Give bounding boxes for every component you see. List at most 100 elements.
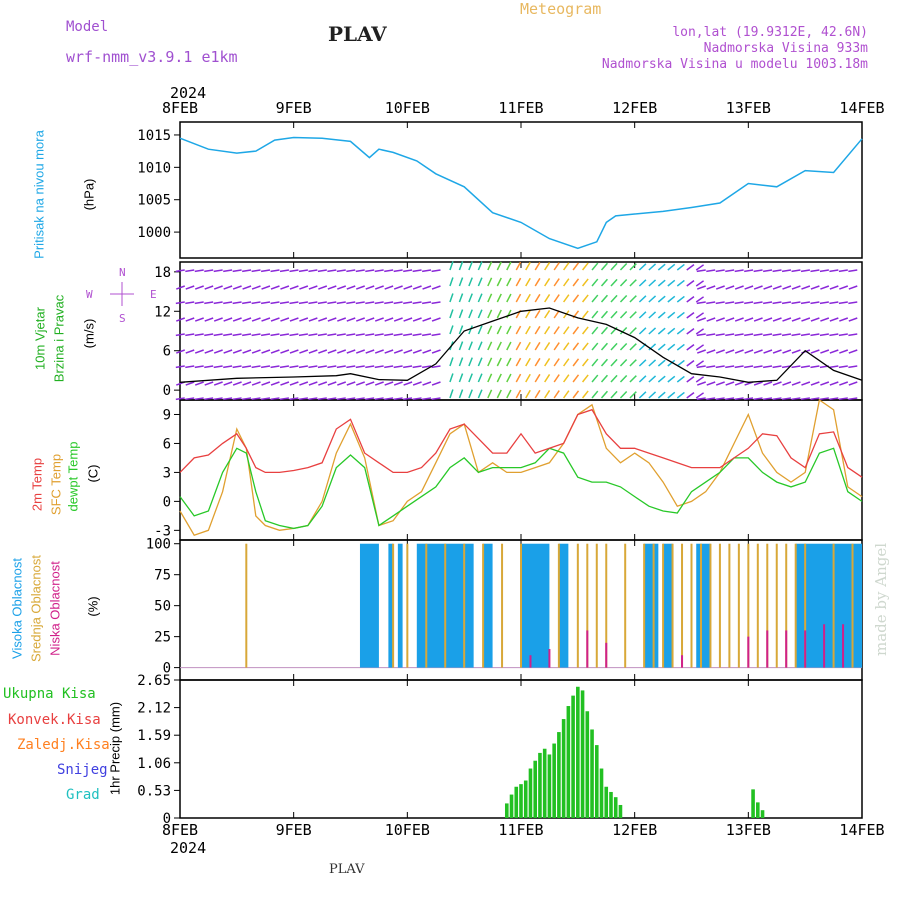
wind-barb: [753, 349, 763, 354]
cloud-high-bar: [397, 543, 403, 668]
wind-barb: [289, 285, 299, 290]
wind-barb: [791, 269, 801, 273]
wind-barb: [194, 365, 204, 369]
wind-barb: [544, 358, 551, 367]
wind-barb: [648, 327, 657, 335]
precip-bar: [557, 732, 561, 818]
cloud-mid-bar: [520, 543, 522, 668]
wind-barb: [261, 285, 271, 290]
wind-barb: [280, 349, 290, 354]
wind-barb: [581, 358, 589, 367]
wind-barb: [657, 311, 666, 319]
wind-barb: [810, 381, 820, 386]
cloud-low-bar: [529, 655, 532, 668]
wind-barb: [270, 285, 280, 290]
wind-barb: [848, 349, 858, 354]
wind-barb: [715, 285, 725, 290]
wind-barb: [544, 278, 551, 287]
wind-barb: [487, 325, 493, 335]
wind-barb: [563, 294, 570, 303]
wind-barb: [829, 365, 839, 369]
wind-barb: [686, 376, 695, 383]
wind-barb: [496, 357, 502, 367]
wind-barb: [572, 358, 580, 367]
wind-barb: [667, 343, 676, 351]
wind-barb: [232, 301, 242, 305]
cloud-low-bar: [766, 630, 769, 668]
wind-barb: [753, 301, 763, 305]
cloud-mid-bar: [662, 543, 665, 668]
wind-barb: [753, 317, 763, 322]
wind-barb: [696, 333, 706, 337]
wind-barb: [734, 365, 744, 369]
wind-barb: [772, 381, 782, 386]
wind-barb: [553, 358, 560, 367]
wind-barb: [496, 309, 502, 319]
wind-barb: [638, 295, 647, 303]
wind-barb: [772, 285, 782, 290]
wind-barb: [175, 333, 185, 337]
wind-barb: [223, 301, 233, 305]
wind-barb: [506, 373, 512, 383]
precip-bar: [533, 760, 538, 818]
wind-barb: [176, 349, 185, 354]
x-tick-label-top: 10FEB: [385, 99, 430, 117]
wind-barb: [525, 389, 531, 399]
wind-barb: [696, 301, 706, 305]
wind-barb: [412, 301, 422, 305]
wind-barb: [327, 333, 337, 337]
wind-barb: [525, 325, 531, 335]
wind-barb: [525, 373, 531, 383]
wind-barb: [725, 333, 735, 337]
wind-barb: [744, 349, 754, 354]
wind-barb: [374, 365, 384, 369]
wind-barb: [185, 365, 195, 369]
wind-barb: [667, 391, 676, 399]
precip-bar: [590, 729, 594, 818]
wind-barb: [251, 317, 261, 322]
wind-barb: [289, 269, 299, 273]
wind-barb: [365, 269, 375, 273]
cloud-mid-bar: [681, 543, 684, 668]
wind-barb: [734, 333, 744, 337]
cloud-mid-bar: [605, 543, 608, 668]
wind-barb: [223, 317, 233, 322]
wind-barb: [553, 262, 560, 271]
wind-barb: [534, 261, 541, 271]
wind-barb: [572, 374, 580, 383]
wind-barb: [667, 279, 676, 287]
wind-barb: [534, 309, 541, 319]
year-label-bottom: 2024: [170, 839, 206, 857]
wind-barb: [810, 317, 820, 322]
wind-barb: [725, 301, 735, 305]
wind-barb: [299, 285, 309, 290]
wind-barb: [638, 327, 647, 335]
wind-barb: [422, 365, 432, 369]
wind-barb: [318, 317, 328, 322]
wind-barb: [298, 301, 308, 305]
wind-barb: [327, 285, 337, 290]
wind-barb: [468, 277, 473, 287]
wind-barb: [686, 296, 695, 303]
wind-barb: [657, 263, 666, 271]
wind-barb: [468, 293, 473, 303]
wind-barb: [223, 269, 233, 273]
wind-barb: [355, 333, 365, 337]
wind-barb: [544, 294, 551, 303]
cloud-high-bar: [521, 543, 550, 668]
wind-barb: [810, 301, 820, 305]
wind-barb: [591, 358, 599, 367]
wind-barb: [468, 357, 473, 367]
wind-barb: [591, 374, 599, 383]
wind-barb: [213, 285, 223, 290]
wind-barb: [194, 349, 204, 354]
wind-barb: [346, 349, 356, 354]
wind-barb: [477, 325, 483, 335]
wind-barb: [772, 397, 782, 401]
wind-barb: [657, 279, 666, 287]
wind-barb: [800, 301, 811, 305]
cloud-mid-bar: [747, 543, 750, 668]
wind-barb: [667, 359, 676, 367]
wind-barb: [725, 317, 735, 322]
wind-barb: [810, 349, 820, 354]
